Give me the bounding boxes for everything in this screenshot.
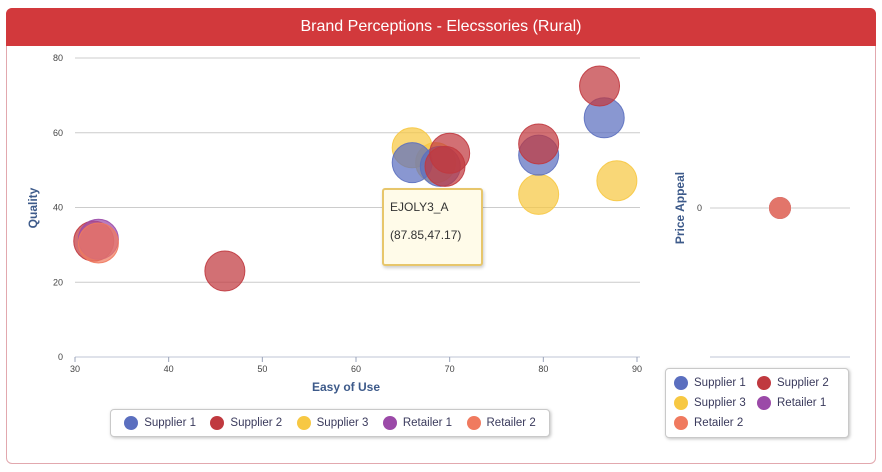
data-point-supplier-2 — [579, 65, 621, 107]
data-point-supplier-2 — [429, 132, 471, 174]
x-tick-label: 80 — [538, 364, 548, 374]
point-tooltip: EJOLY3_A (87.85,47.17) — [382, 188, 483, 266]
main-legend: Supplier 1 Supplier 2 Supplier 3 Retaile… — [110, 409, 550, 437]
side-legend-item-supplier-1[interactable]: Supplier 1 — [674, 375, 757, 391]
chart-title: Brand Perceptions - Elecssories (Rural) — [6, 8, 876, 46]
legend-label: Retailer 2 — [694, 417, 744, 429]
x-tick-label: 60 — [351, 364, 361, 374]
data-point-supplier-3 — [518, 173, 560, 215]
legend-swatch — [124, 416, 139, 430]
legend-swatch — [466, 416, 481, 430]
legend-swatch — [674, 376, 688, 390]
legend-item-retailer-2[interactable]: Retailer 2 — [466, 416, 536, 430]
price-axis-title: Price Appeal — [673, 172, 687, 244]
x-tick-label: 90 — [632, 364, 642, 374]
y-tick-label: 20 — [53, 277, 63, 287]
legend-swatch — [674, 396, 688, 410]
tooltip-name: EJOLY3_A — [390, 200, 449, 214]
y-tick-label: 60 — [53, 128, 63, 138]
legend-swatch — [757, 376, 771, 390]
side-legend: Supplier 1 Supplier 2 Supplier 3 Retaile… — [665, 368, 849, 438]
legend-label: Retailer 2 — [486, 417, 536, 429]
data-point-supplier-3 — [596, 160, 638, 202]
legend-swatch — [382, 416, 397, 430]
price-y-tick-label: 0 — [697, 203, 702, 213]
legend-item-retailer-1[interactable]: Retailer 1 — [382, 416, 453, 430]
side-legend-item-supplier-3[interactable]: Supplier 3 — [674, 395, 757, 411]
price-point-retailer-2 — [769, 197, 791, 219]
data-point-retailer-2 — [77, 222, 119, 264]
x-tick-label: 30 — [70, 364, 80, 374]
legend-label: Supplier 3 — [694, 397, 746, 409]
data-point-supplier-2 — [518, 123, 560, 165]
legend-swatch — [757, 396, 771, 410]
legend-swatch — [296, 416, 311, 430]
tooltip-value: (87.85,47.17) — [390, 228, 462, 242]
y-axis-title: Quality — [26, 187, 40, 228]
legend-label: Supplier 2 — [777, 377, 829, 389]
x-tick-label: 50 — [257, 364, 267, 374]
y-tick-label: 0 — [58, 352, 63, 362]
legend-label: Supplier 3 — [316, 417, 369, 429]
x-tick-label: 40 — [164, 364, 174, 374]
legend-label: Supplier 1 — [144, 417, 196, 429]
legend-label: Supplier 2 — [230, 417, 283, 429]
legend-swatch — [674, 416, 688, 430]
side-legend-item-retailer-2[interactable]: Retailer 2 — [674, 415, 757, 431]
data-point-supplier-2 — [204, 250, 246, 292]
legend-item-supplier-2[interactable]: Supplier 2 — [210, 416, 282, 430]
side-legend-item-supplier-2[interactable]: Supplier 2 — [757, 375, 840, 391]
legend-swatch — [210, 416, 225, 430]
y-tick-label: 40 — [53, 203, 63, 213]
legend-label: Retailer 1 — [777, 397, 827, 409]
side-legend-item-retailer-1[interactable]: Retailer 1 — [757, 395, 840, 411]
x-tick-label: 70 — [445, 364, 455, 374]
legend-item-supplier-1[interactable]: Supplier 1 — [124, 416, 196, 430]
legend-label: Supplier 1 — [694, 377, 746, 389]
y-tick-label: 80 — [53, 53, 63, 63]
legend-item-supplier-3[interactable]: Supplier 3 — [296, 416, 369, 430]
x-axis-title: Easy of Use — [312, 380, 380, 394]
legend-label: Retailer 1 — [402, 417, 453, 429]
